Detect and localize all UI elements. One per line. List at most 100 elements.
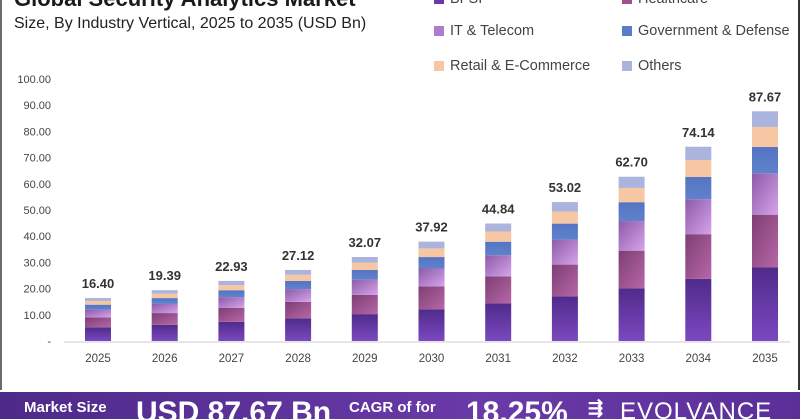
total-data-label: 22.93 bbox=[215, 259, 248, 274]
bar-segment-retail-e-commerce bbox=[485, 231, 512, 242]
evolvance-logo-icon: ⇶ bbox=[588, 398, 605, 418]
x-tick-label: 2031 bbox=[485, 353, 511, 365]
legend-label: BFSI bbox=[450, 0, 482, 7]
bar-segment-healthcare bbox=[351, 294, 378, 315]
x-tick-label: 2026 bbox=[152, 353, 178, 365]
bar-segment-others bbox=[485, 223, 512, 232]
x-tick-label: 2027 bbox=[219, 353, 245, 365]
brand-name: EVOLVANCE bbox=[620, 398, 773, 419]
legend-label: Government & Defense bbox=[638, 23, 790, 39]
legend-label: Retail & E-Commerce bbox=[450, 58, 591, 74]
bar-segment-it-telecom bbox=[752, 173, 778, 215]
bar-segment-healthcare bbox=[618, 250, 645, 289]
bar-segment-retail-e-commerce bbox=[685, 159, 712, 177]
total-data-label: 87.67 bbox=[749, 89, 782, 104]
bar-segment-bfsi bbox=[685, 278, 712, 341]
bar-segment-government-defense bbox=[685, 176, 712, 200]
x-tick-label: 2030 bbox=[419, 353, 445, 365]
y-tick-label: 100.00 bbox=[17, 74, 51, 86]
bar-segment-it-telecom bbox=[285, 289, 312, 302]
total-data-label: 62.70 bbox=[615, 155, 648, 170]
bar-segment-retail-e-commerce bbox=[351, 262, 378, 270]
market-size-label: Market Size bbox=[24, 399, 107, 416]
bar-segment-retail-e-commerce bbox=[85, 300, 111, 305]
bar-segment-others bbox=[218, 280, 245, 286]
bar-segment-healthcare bbox=[485, 276, 512, 304]
y-tick-label: - bbox=[47, 336, 51, 348]
bar-segment-bfsi bbox=[618, 288, 645, 341]
bar-segment-retail-e-commerce bbox=[285, 274, 312, 281]
bar-segment-it-telecom bbox=[618, 221, 645, 251]
x-tick-label: 2028 bbox=[285, 353, 311, 365]
bar-segment-government-defense bbox=[151, 298, 178, 304]
right-border bbox=[798, 0, 800, 390]
legend: BFSI Healthcare IT & Telecom Government … bbox=[434, 0, 800, 80]
x-tick-label: 2025 bbox=[85, 353, 111, 365]
bar-segment-government-defense bbox=[285, 280, 312, 290]
bar-segment-bfsi bbox=[218, 321, 245, 341]
legend-label: IT & Telecom bbox=[450, 23, 535, 39]
bar-segment-healthcare bbox=[285, 301, 312, 319]
bar-segment-it-telecom bbox=[485, 255, 512, 277]
bar-segment-it-telecom bbox=[551, 239, 578, 265]
bar-segment-bfsi bbox=[485, 303, 512, 341]
total-data-label: 44.84 bbox=[482, 202, 515, 217]
total-data-label: 53.02 bbox=[549, 180, 582, 195]
legend-item-it-telecom: IT & Telecom bbox=[434, 23, 534, 39]
stacked-bar-chart: - 10.00 20.00 30.00 40.00 50.00 60.00 70.00 80.0… bbox=[17, 74, 790, 365]
legend-swatch bbox=[434, 0, 444, 4]
x-tick-label: 2034 bbox=[686, 353, 712, 365]
bar-segment-others bbox=[285, 269, 312, 275]
bar-segment-others bbox=[752, 111, 778, 127]
chart-title: Global Security Analytics Market bbox=[14, 0, 356, 12]
bar-segment-bfsi bbox=[85, 327, 111, 341]
y-tick-label: 50.00 bbox=[23, 205, 51, 217]
bar-segment-it-telecom bbox=[85, 309, 111, 318]
x-tick-label: 2029 bbox=[352, 353, 378, 365]
x-tick-label: 2033 bbox=[619, 353, 645, 365]
cagr-label: CAGR of for bbox=[349, 399, 436, 416]
bar-segment-retail-e-commerce bbox=[418, 248, 445, 258]
legend-item-government-defense: Government & Defense bbox=[622, 23, 790, 39]
bar-segment-government-defense bbox=[218, 290, 245, 298]
y-tick-label: 10.00 bbox=[23, 310, 51, 322]
y-tick-label: 60.00 bbox=[23, 179, 51, 191]
y-tick-label: 70.00 bbox=[23, 153, 51, 165]
bar-segment-healthcare bbox=[151, 313, 178, 325]
total-data-label: 16.40 bbox=[82, 276, 115, 291]
bar-segment-bfsi bbox=[551, 296, 578, 341]
total-data-label: 27.12 bbox=[282, 248, 315, 263]
bar-segment-others bbox=[551, 202, 578, 212]
bar-segment-bfsi bbox=[285, 318, 312, 341]
bar-segment-government-defense bbox=[618, 202, 645, 222]
bar-segment-healthcare bbox=[685, 234, 712, 279]
y-tick-label: 30.00 bbox=[23, 257, 51, 269]
bar-segment-healthcare bbox=[551, 264, 578, 297]
x-tick-label: 2035 bbox=[752, 353, 778, 365]
legend-item-bfsi: BFSI bbox=[434, 0, 482, 7]
legend-label: Others bbox=[638, 58, 682, 74]
bar-segment-others bbox=[685, 146, 712, 160]
bar-segment-bfsi bbox=[752, 267, 778, 341]
bar-segment-it-telecom bbox=[218, 297, 245, 308]
bar-segment-it-telecom bbox=[685, 199, 712, 235]
y-tick-label: 20.00 bbox=[23, 284, 51, 296]
bar-segment-it-telecom bbox=[151, 303, 178, 314]
bar-segment-retail-e-commerce bbox=[218, 285, 245, 291]
legend-swatch bbox=[434, 61, 444, 71]
legend-item-retail-ecommerce: Retail & E-Commerce bbox=[434, 58, 590, 74]
bar-segment-retail-e-commerce bbox=[752, 126, 778, 147]
y-tick-label: 80.00 bbox=[23, 126, 51, 138]
bar-segment-others bbox=[618, 176, 645, 188]
bar-segment-government-defense bbox=[752, 146, 778, 174]
bar-segment-bfsi bbox=[151, 324, 178, 341]
legend-swatch bbox=[622, 61, 632, 71]
chart-subtitle: Size, By Industry Vertical, 2025 to 2035… bbox=[14, 15, 367, 32]
bar-segment-healthcare bbox=[752, 214, 778, 268]
bar-segment-bfsi bbox=[418, 309, 445, 341]
legend-item-others: Others bbox=[622, 58, 682, 74]
bar-segment-it-telecom bbox=[418, 268, 445, 287]
bar-segment-government-defense bbox=[85, 304, 111, 310]
bar-segment-retail-e-commerce bbox=[618, 187, 645, 203]
bar-segment-others bbox=[351, 256, 378, 263]
